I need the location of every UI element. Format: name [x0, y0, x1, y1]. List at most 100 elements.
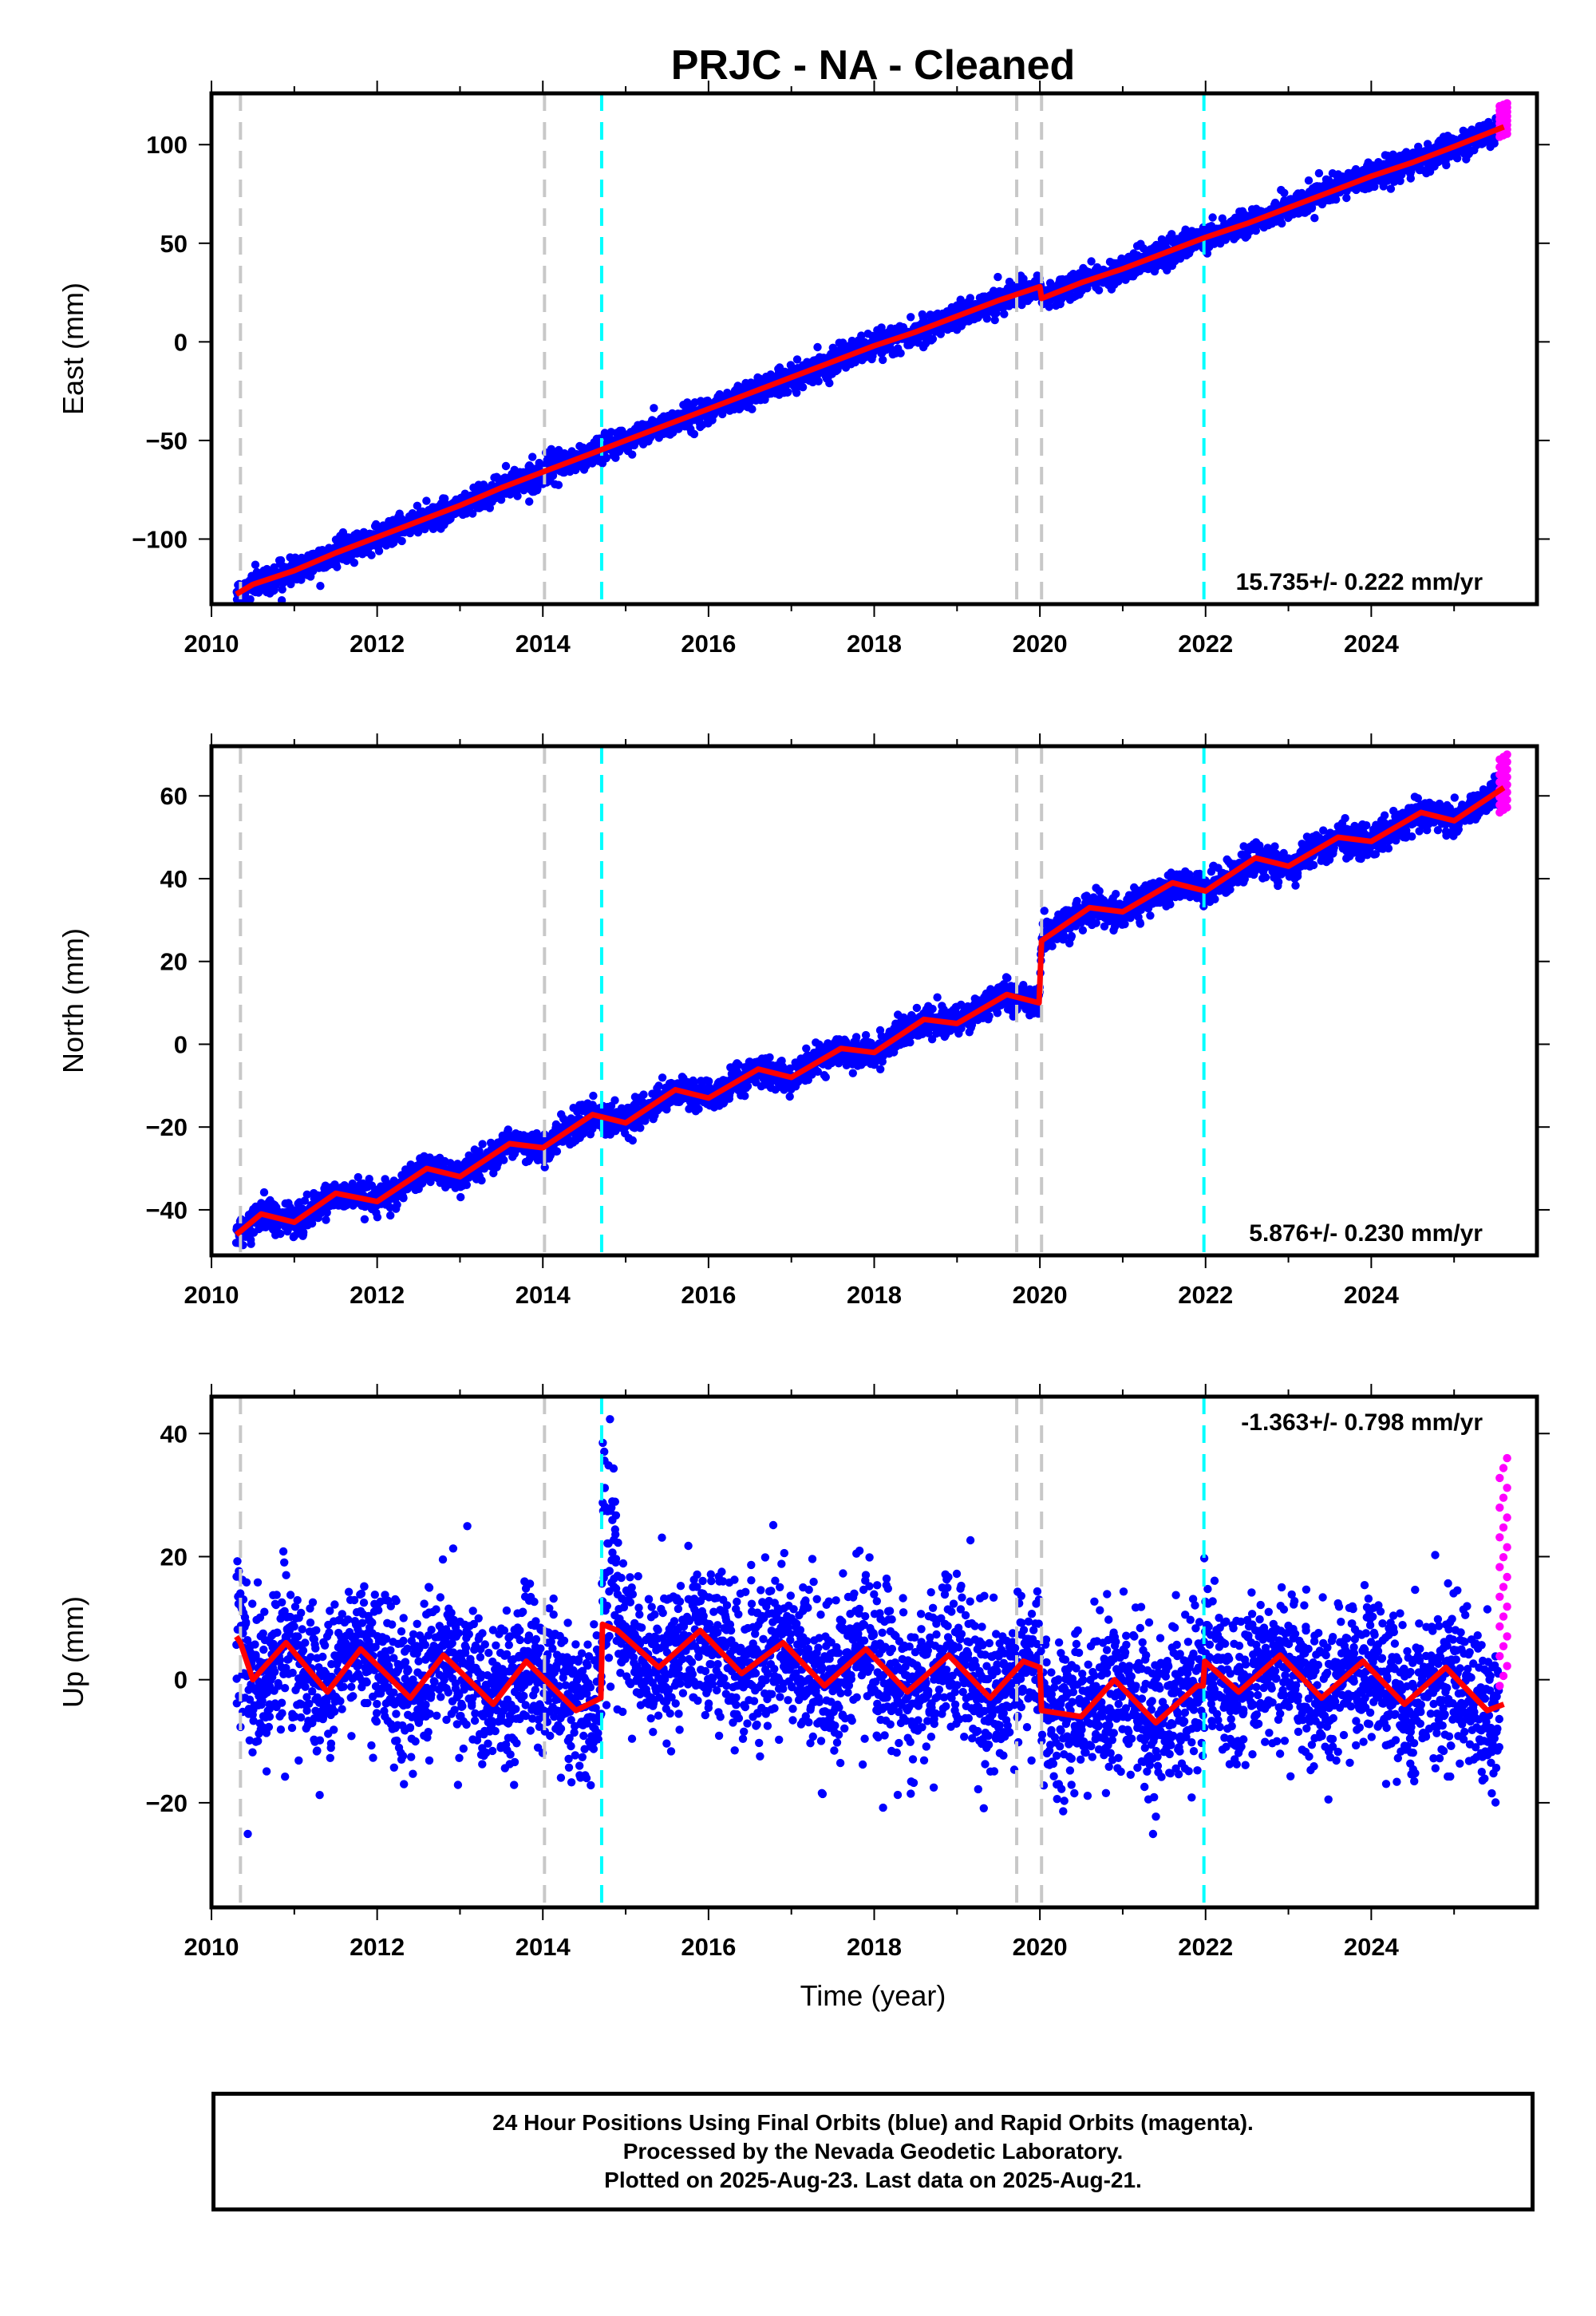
east-point	[1280, 188, 1289, 197]
east-x-tick-label: 2020	[1013, 630, 1068, 658]
east-point	[333, 563, 342, 571]
east-point	[1332, 195, 1341, 204]
east-model-line	[235, 124, 1505, 597]
east-point	[798, 383, 808, 392]
north-point	[636, 1124, 645, 1132]
east-point	[525, 497, 534, 506]
east-y-tick-label: −100	[132, 525, 188, 553]
east-point	[528, 453, 537, 461]
north-point	[540, 1163, 549, 1172]
east-point	[689, 429, 699, 439]
east-x-tick-label: 2014	[516, 630, 571, 658]
north-point	[658, 1073, 667, 1082]
east-point	[994, 272, 1002, 282]
east-y-tick-label: −50	[145, 427, 188, 455]
east-point	[1442, 160, 1451, 170]
north-point	[628, 1136, 637, 1145]
east-point	[1342, 193, 1351, 203]
east-point	[413, 501, 422, 510]
east-point	[372, 520, 381, 529]
north-point	[259, 1188, 269, 1197]
east-point	[628, 450, 637, 459]
east-point	[792, 355, 802, 364]
north-point	[478, 1140, 487, 1148]
east-y-tick-label: 0	[174, 328, 188, 356]
north-point	[694, 1105, 703, 1113]
north-point	[302, 1190, 311, 1199]
east-x-tick-label: 2010	[184, 630, 239, 658]
east-point	[907, 313, 915, 322]
east-point	[316, 582, 325, 591]
east-point	[813, 342, 822, 352]
north-point	[247, 1239, 255, 1248]
east-point	[251, 560, 260, 569]
east-rapid-point	[1503, 99, 1511, 108]
east-point	[1000, 310, 1009, 318]
east-point	[792, 389, 801, 397]
north-point	[552, 1147, 562, 1156]
figure-title: PRJC - NA - Cleaned	[671, 42, 1076, 89]
east-x-tick-label: 2012	[350, 630, 405, 658]
east-point	[485, 504, 494, 512]
east-point	[374, 547, 384, 555]
east-x-tick-label: 2016	[681, 630, 736, 658]
east-point	[814, 377, 823, 385]
east-point	[992, 309, 1001, 318]
east-point	[602, 453, 610, 463]
east-point	[982, 314, 992, 323]
north-point	[639, 1090, 648, 1099]
east-point	[1304, 176, 1314, 185]
east-point	[554, 480, 563, 489]
east-point	[367, 551, 376, 559]
north-point	[399, 1194, 408, 1203]
east-point	[1314, 168, 1324, 178]
east-point	[966, 294, 975, 302]
north-point	[500, 1156, 508, 1164]
east-point	[1167, 230, 1176, 239]
north-point	[393, 1200, 401, 1209]
east-point	[440, 494, 449, 503]
east-point	[990, 315, 999, 325]
east-point	[422, 496, 431, 505]
north-point	[322, 1215, 330, 1224]
east-point	[501, 461, 511, 471]
north-panel: 2010 2012 2014 2016 2018 2020 2022 20246040200−…	[57, 733, 1550, 1309]
east-rapid-orbit-points	[1495, 99, 1511, 141]
north-point	[589, 1091, 598, 1101]
east-point	[350, 559, 359, 567]
east-x-tick-label: 2018	[847, 630, 902, 658]
north-point	[354, 1172, 362, 1182]
east-point	[231, 607, 239, 615]
north-point	[456, 1192, 465, 1202]
east-point	[1045, 302, 1053, 311]
east-point	[857, 331, 866, 340]
east-point	[397, 536, 406, 546]
north-point	[559, 1114, 568, 1124]
east-point	[246, 595, 255, 604]
north-point	[276, 1229, 285, 1239]
east-point	[1453, 154, 1462, 163]
north-final-orbit-points	[231, 771, 1504, 1250]
east-point	[1087, 257, 1096, 266]
east-panel: 2010 2012 2014 2016 2018 2020 2022 2024100500−5…	[57, 81, 1550, 658]
east-point	[896, 349, 905, 358]
east-point	[1278, 219, 1286, 228]
north-point	[373, 1213, 382, 1222]
north-point	[365, 1175, 373, 1184]
north-point	[462, 1180, 471, 1190]
north-point	[386, 1211, 395, 1220]
east-point	[784, 388, 792, 397]
east-point	[1386, 184, 1396, 193]
east-x-tick-label: 2022	[1178, 630, 1233, 658]
east-point	[235, 607, 243, 615]
north-point	[477, 1176, 486, 1185]
east-point	[513, 492, 522, 500]
north-point	[299, 1227, 308, 1237]
north-point	[654, 1081, 663, 1090]
east-point	[928, 334, 938, 343]
east-point	[1094, 286, 1104, 294]
east-point	[825, 378, 834, 388]
east-point	[468, 509, 477, 518]
east-point	[1396, 176, 1404, 185]
